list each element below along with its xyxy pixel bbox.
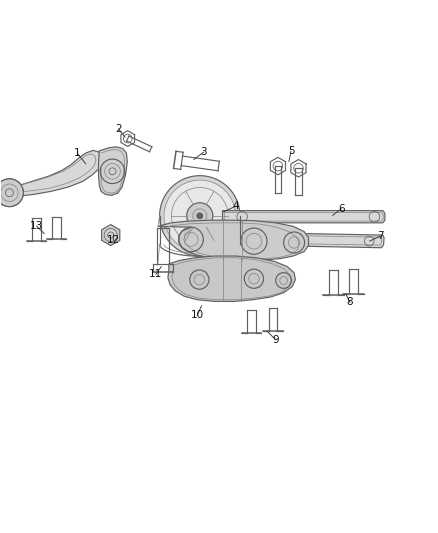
Text: 2: 2 bbox=[115, 124, 122, 134]
Text: 4: 4 bbox=[232, 201, 239, 211]
Text: 11: 11 bbox=[149, 269, 162, 279]
Polygon shape bbox=[99, 147, 127, 195]
Polygon shape bbox=[158, 220, 308, 261]
Circle shape bbox=[197, 213, 203, 219]
Text: 1: 1 bbox=[74, 148, 81, 158]
Polygon shape bbox=[223, 211, 385, 223]
Text: 9: 9 bbox=[272, 335, 279, 345]
Text: 10: 10 bbox=[191, 310, 204, 320]
Text: 12: 12 bbox=[107, 235, 120, 245]
Text: 8: 8 bbox=[346, 297, 353, 308]
Text: 5: 5 bbox=[288, 146, 294, 156]
Polygon shape bbox=[0, 179, 23, 207]
Polygon shape bbox=[102, 224, 120, 246]
Circle shape bbox=[164, 180, 236, 252]
Polygon shape bbox=[10, 150, 102, 198]
Polygon shape bbox=[168, 256, 295, 302]
Polygon shape bbox=[244, 232, 384, 248]
Text: 6: 6 bbox=[338, 204, 345, 214]
Circle shape bbox=[159, 176, 240, 256]
Text: 13: 13 bbox=[30, 221, 43, 231]
Text: 3: 3 bbox=[201, 147, 207, 157]
Circle shape bbox=[187, 203, 213, 229]
Text: 7: 7 bbox=[377, 231, 384, 241]
